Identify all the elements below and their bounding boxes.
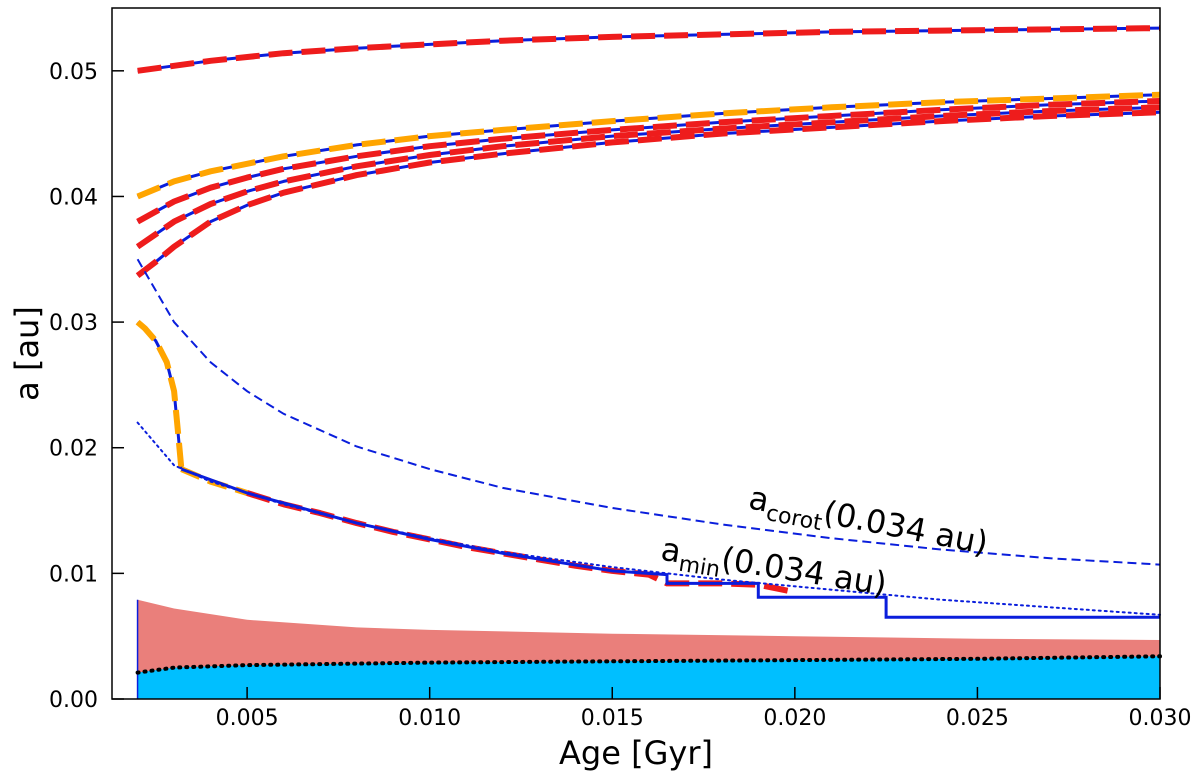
x-tick-label-0.030: 0.030 bbox=[1129, 706, 1192, 731]
x-axis-label: Age [Gyr] bbox=[559, 734, 713, 772]
axes-frame bbox=[111, 7, 1161, 700]
series-layer bbox=[135, 25, 1162, 675]
inner-boundary bbox=[135, 654, 1162, 675]
orbit-0.038-dash bbox=[136, 98, 1161, 225]
y-tick-label-0.01: 0.01 bbox=[49, 562, 98, 587]
annotation-acorot-rest: (0.034 au) bbox=[820, 493, 991, 562]
orbit-0.030-decay-dash bbox=[135, 319, 185, 470]
y-tick-label-0.00: 0.00 bbox=[49, 688, 98, 713]
x-tick-label-0.025: 0.025 bbox=[946, 706, 1009, 731]
y-tick-label-0.05: 0.05 bbox=[49, 60, 98, 85]
core-region bbox=[137, 656, 1161, 699]
orbit-0.040-dash bbox=[136, 91, 1161, 200]
annotation-amin-sub: min bbox=[677, 552, 722, 583]
x-tick-label-0.015: 0.015 bbox=[581, 706, 644, 731]
x-tick-label-0.005: 0.005 bbox=[216, 706, 279, 731]
orbit-0.050-dash bbox=[137, 25, 1161, 74]
a-corot bbox=[136, 258, 1161, 566]
plot-frame bbox=[111, 7, 1161, 700]
a-min bbox=[136, 421, 1161, 616]
y-tick-label-0.02: 0.02 bbox=[49, 437, 98, 462]
regions-layer bbox=[136, 599, 1161, 699]
y-tick-label-0.03: 0.03 bbox=[49, 311, 98, 336]
y-axis-label: a [au] bbox=[8, 306, 46, 401]
x-tick-label-0.010: 0.010 bbox=[398, 706, 461, 731]
orbit-0.036-dash bbox=[135, 104, 1161, 250]
annotation-amin-rest: (0.034 au) bbox=[719, 539, 890, 603]
tick-layer: 0.005 0.010 0.015 0.020 0.025 0.030 0.00 0.01 0.… bbox=[49, 60, 1191, 731]
x-tick-label-0.020: 0.020 bbox=[763, 706, 826, 731]
orbit-0.034-dash bbox=[135, 109, 1161, 278]
y-tick-label-0.04: 0.04 bbox=[49, 185, 98, 210]
